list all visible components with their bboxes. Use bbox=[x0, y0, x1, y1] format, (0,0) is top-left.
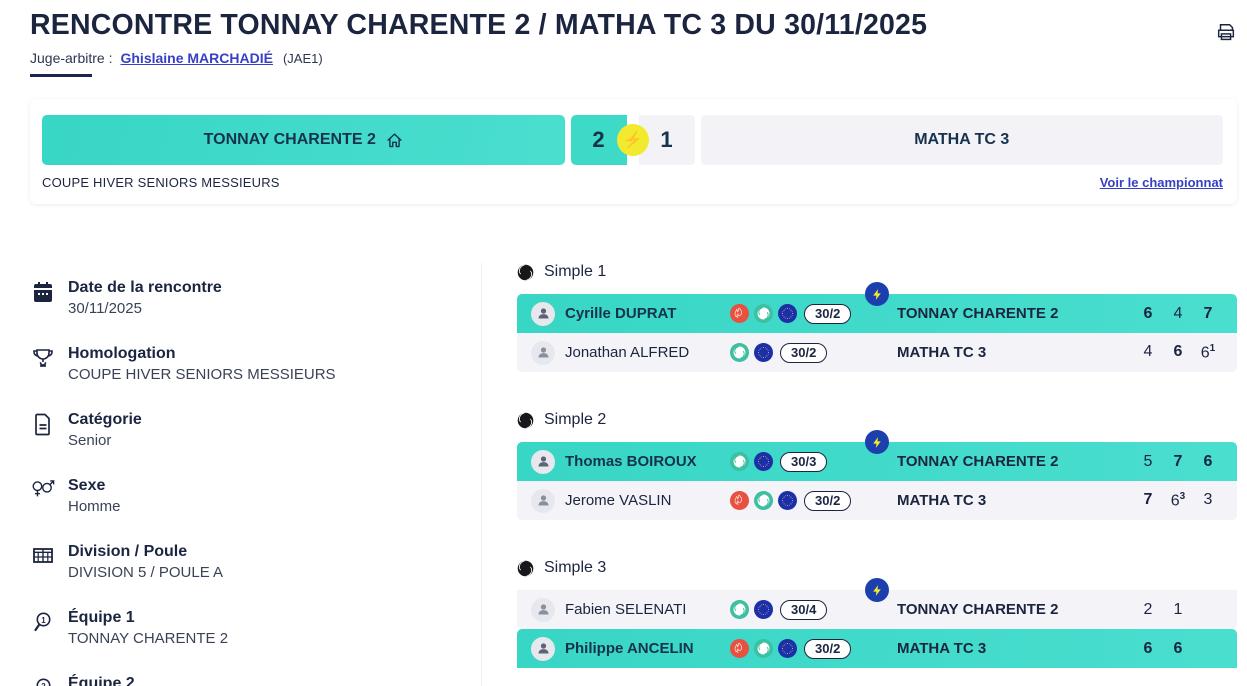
svg-text:2: 2 bbox=[41, 682, 46, 686]
svg-text:1: 1 bbox=[41, 616, 46, 625]
